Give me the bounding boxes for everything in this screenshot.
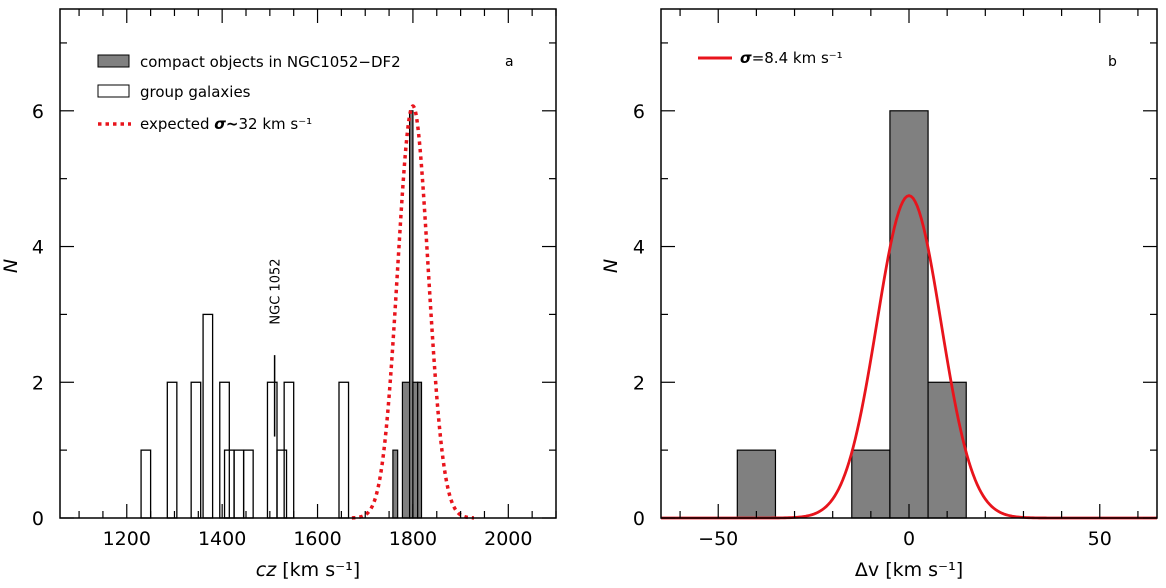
- panel-b-y-tick-labels: 0 2 4 6: [633, 101, 645, 530]
- group-galaxy-bar: [140, 449, 152, 519]
- panel-b-letter: b: [1108, 54, 1117, 70]
- panel-a-frame: [59, 8, 557, 519]
- y-tick-label: 4: [32, 237, 44, 259]
- group-galaxy-bar: [276, 449, 288, 519]
- panel-b-y-axis-label: N: [600, 259, 622, 273]
- panel-b-x-tick-labels: −50 0 50: [698, 528, 1112, 550]
- panel-a-ticks: [60, 9, 557, 519]
- panel-a-histogram-bar: [401, 381, 411, 519]
- group-galaxy-bar: [266, 381, 278, 519]
- legend-label-compact: compact objects in NGC1052−DF2: [140, 53, 401, 71]
- panel-b-histogram-bar: [927, 381, 967, 519]
- x-tick-label: 1200: [103, 528, 151, 550]
- x-tick-label: 0: [903, 528, 915, 550]
- panel-a-histogram-bar: [392, 449, 399, 519]
- legend-swatch-compact: [97, 54, 130, 68]
- group-galaxy-bar: [233, 449, 245, 519]
- y-tick-label: 2: [32, 372, 44, 394]
- panel-b: −50 0 50 0 2 4 6 Δv [km s⁻¹] N σ=8.4 km s⁻¹ b: [600, 8, 1158, 581]
- y-tick-label: 2: [633, 372, 645, 394]
- panel-a-plot-area: [140, 104, 475, 520]
- y-tick-label: 6: [32, 101, 44, 123]
- x-tick-label: 2000: [484, 528, 532, 550]
- y-tick-label: 0: [633, 508, 645, 530]
- legend-label-group: group galaxies: [140, 83, 251, 101]
- panel-b-histogram-bar: [851, 449, 891, 519]
- panel-a-x-axis-label: cz [km s⁻¹]: [256, 559, 360, 581]
- panel-a-histogram-bar: [417, 381, 423, 519]
- panel-a-y-tick-labels: 0 2 4 6: [32, 101, 44, 530]
- x-tick-label: 1600: [293, 528, 341, 550]
- y-tick-label: 4: [633, 237, 645, 259]
- panel-a-y-axis-label: N: [0, 259, 22, 273]
- x-tick-label: 1800: [389, 528, 437, 550]
- panel-a-histogram-bar: [412, 381, 419, 519]
- expected-gaussian-curve: [351, 104, 475, 520]
- group-galaxy-bar: [190, 381, 202, 519]
- panel-b-legend: σ=8.4 km s⁻¹: [698, 49, 843, 67]
- x-tick-label: 1400: [198, 528, 246, 550]
- ngc1052-annotation: NGC 1052: [269, 258, 284, 324]
- legend-label-expected: expected σ~32 km s⁻¹: [140, 115, 312, 133]
- y-tick-label: 0: [32, 508, 44, 530]
- y-tick-label: 6: [633, 101, 645, 123]
- panel-a-legend: compact objects in NGC1052−DF2 group gal…: [97, 53, 401, 133]
- x-tick-label: 50: [1088, 528, 1112, 550]
- panel-b-x-axis-label: Δv [km s⁻¹]: [855, 559, 963, 581]
- legend-swatch-group: [97, 84, 130, 98]
- panel-a-letter: a: [505, 54, 514, 70]
- legend-label-sigma: σ=8.4 km s⁻¹: [740, 49, 843, 67]
- panel-a-x-tick-labels: 1200 1400 1600 1800 2000: [103, 528, 533, 550]
- group-galaxy-bar: [242, 449, 254, 519]
- panel-b-histogram-bar: [889, 110, 929, 519]
- group-galaxy-bar: [166, 381, 178, 519]
- panel-b-histogram-bar: [736, 449, 777, 519]
- group-galaxy-bar: [338, 381, 350, 519]
- group-galaxy-bar: [202, 313, 214, 519]
- panel-b-plot-area: [661, 110, 1157, 520]
- panel-b-ticks: [661, 9, 1157, 519]
- x-tick-label: −50: [698, 528, 738, 550]
